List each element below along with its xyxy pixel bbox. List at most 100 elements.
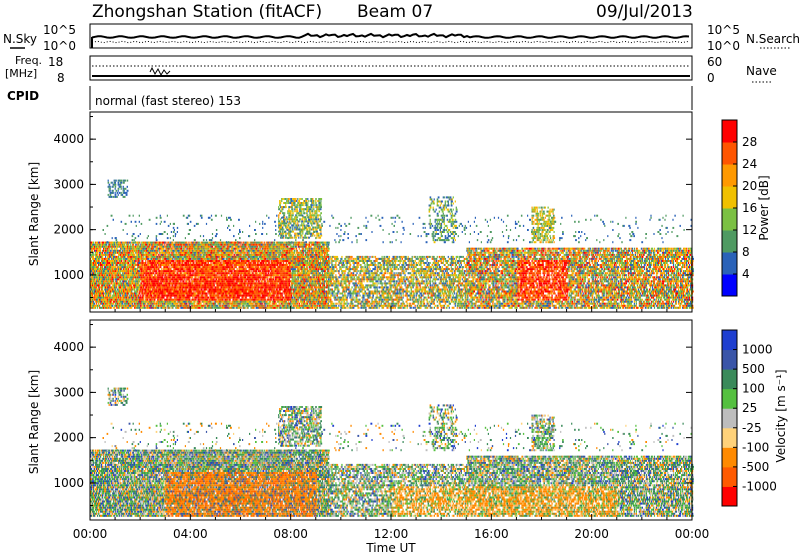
power-cell [132, 268, 134, 270]
power-cell [105, 266, 106, 268]
power-cell [156, 264, 157, 266]
power-cell [192, 297, 193, 299]
power-cell [180, 280, 181, 282]
power-cell [148, 264, 150, 266]
power-cell [124, 274, 126, 276]
power-cell [140, 295, 141, 297]
power-cell [184, 248, 185, 250]
nsearch-tick-bottom: 10^0 [707, 39, 740, 53]
power-cell [116, 291, 118, 293]
power-cell [113, 303, 114, 305]
power-cell [154, 299, 155, 301]
power-cell [92, 291, 94, 293]
power-cell [186, 289, 187, 291]
station-title: Zhongshan Station (fitACF) [92, 2, 322, 22]
power-cell [177, 272, 178, 274]
nsearch-trace [92, 41, 689, 42]
power-cell [159, 295, 160, 297]
power-cell [109, 284, 110, 286]
power-cell [159, 250, 160, 252]
nave-tick-top: 60 [707, 55, 722, 69]
power-cell [134, 286, 135, 288]
power-cell [165, 254, 166, 256]
power-cell [151, 268, 152, 270]
power-cell [156, 258, 158, 260]
power-cell [176, 289, 177, 291]
power-cell [194, 301, 195, 303]
power-cell [99, 284, 100, 286]
power-cell [190, 272, 191, 274]
power-cell [175, 264, 177, 266]
power-cell [136, 293, 137, 295]
nsky-label: N.Sky [3, 32, 37, 46]
power-cell [173, 305, 175, 307]
power-cell [189, 258, 191, 260]
power-cell [105, 274, 106, 276]
power-cell [193, 303, 195, 305]
date-label: 09/Jul/2013 [596, 2, 693, 22]
freq-panel: 18 8 Freq. [MHz] 60 0 Nave [5, 54, 777, 85]
power-cell [119, 307, 120, 309]
power-cell [135, 262, 136, 264]
power-cell [150, 270, 151, 272]
beam-label: Beam 07 [357, 2, 433, 22]
power-cell [129, 242, 131, 244]
power-cell [105, 262, 106, 264]
power-cell [120, 295, 121, 297]
power-cell [145, 303, 146, 305]
power-cell [134, 305, 135, 307]
power-cell [183, 268, 185, 270]
power-cell [105, 248, 106, 250]
power-cell [194, 293, 196, 295]
power-cell [112, 248, 113, 250]
power-cell [169, 266, 170, 268]
power-cell [126, 280, 127, 282]
power-cell [165, 293, 166, 295]
power-cell [105, 256, 106, 258]
power-cell [164, 284, 165, 286]
power-cell [191, 301, 192, 303]
power-cell [134, 282, 135, 284]
power-cell [103, 295, 104, 297]
power-cell [134, 293, 135, 295]
power-cell [186, 242, 187, 244]
power-cell [164, 246, 165, 248]
power-cell [173, 270, 175, 272]
power-cell [110, 293, 111, 295]
power-cell [125, 260, 126, 262]
power-cell [194, 280, 195, 282]
power-cell [183, 299, 185, 301]
power-cell [192, 272, 193, 274]
power-cell [119, 293, 121, 295]
power-cell [97, 270, 99, 272]
power-cell [194, 305, 195, 307]
power-cell [125, 256, 126, 258]
power-cell [144, 305, 145, 307]
power-cell [114, 307, 115, 309]
power-cell [174, 272, 175, 274]
power-cell [164, 301, 165, 303]
power-cell [161, 282, 162, 284]
power-cell [105, 303, 106, 305]
power-cell [120, 250, 121, 252]
power-cell [94, 266, 96, 268]
power-cell [93, 252, 94, 254]
power-cell [134, 266, 135, 268]
power-cell [189, 280, 190, 282]
power-cell [158, 280, 159, 282]
power-cell [192, 282, 193, 284]
power-cell [102, 289, 103, 291]
power-cell [178, 280, 179, 282]
power-cell [186, 280, 187, 282]
power-cell [151, 299, 153, 301]
power-cell [93, 242, 94, 244]
power-cell [127, 278, 128, 280]
power-cell [151, 274, 153, 276]
power-cell [178, 307, 179, 309]
power-cell [121, 258, 123, 260]
power-cell [162, 299, 163, 301]
power-cell [143, 295, 144, 297]
nsearch-label: N.Search [746, 32, 800, 46]
power-cell [111, 307, 112, 309]
